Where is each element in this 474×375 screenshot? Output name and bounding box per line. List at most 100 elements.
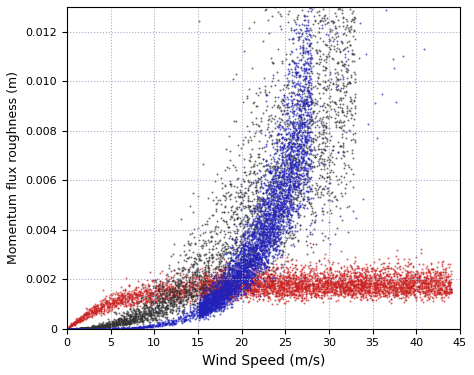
- Point: [346, 273, 354, 279]
- Point: [206, 305, 213, 311]
- Point: [376, 268, 384, 274]
- Point: [426, 270, 434, 276]
- Point: [424, 297, 431, 303]
- Point: [369, 281, 377, 287]
- Point: [276, 169, 283, 175]
- Point: [223, 289, 231, 295]
- Point: [386, 283, 393, 289]
- Point: [257, 244, 264, 250]
- Point: [423, 278, 430, 284]
- Point: [225, 285, 233, 291]
- Point: [248, 256, 255, 262]
- Point: [261, 220, 268, 226]
- Point: [267, 282, 274, 288]
- Point: [268, 59, 276, 65]
- Point: [92, 307, 100, 313]
- Point: [314, 28, 321, 34]
- Point: [300, 275, 308, 281]
- Point: [208, 306, 215, 312]
- Point: [191, 269, 199, 275]
- Point: [273, 238, 281, 244]
- Point: [416, 290, 424, 296]
- Point: [345, 48, 352, 54]
- Point: [225, 267, 233, 273]
- Point: [277, 272, 284, 278]
- Point: [360, 280, 368, 286]
- Point: [197, 279, 205, 285]
- Point: [280, 174, 287, 180]
- Point: [242, 278, 249, 284]
- Point: [110, 321, 118, 327]
- Point: [185, 312, 192, 318]
- Point: [233, 215, 240, 221]
- Point: [219, 270, 227, 276]
- Point: [271, 209, 279, 215]
- Point: [445, 280, 452, 286]
- Point: [281, 180, 289, 186]
- Point: [325, 280, 333, 286]
- Point: [267, 178, 275, 184]
- Point: [253, 294, 260, 300]
- Point: [155, 302, 163, 308]
- Point: [284, 230, 292, 236]
- Point: [70, 326, 77, 332]
- Point: [72, 318, 80, 324]
- Point: [239, 232, 246, 238]
- Point: [295, 292, 302, 298]
- Point: [225, 193, 233, 199]
- Point: [273, 166, 280, 172]
- Point: [176, 299, 184, 305]
- Point: [90, 304, 98, 310]
- Point: [238, 263, 246, 269]
- Point: [336, 119, 343, 125]
- Point: [217, 300, 224, 306]
- Point: [339, 148, 347, 154]
- Point: [258, 271, 265, 277]
- Point: [303, 283, 311, 289]
- Point: [71, 319, 79, 325]
- Point: [336, 98, 343, 104]
- Point: [175, 288, 182, 294]
- Point: [444, 290, 451, 296]
- Point: [287, 162, 294, 168]
- Point: [275, 195, 283, 201]
- Point: [152, 322, 160, 328]
- Point: [201, 303, 209, 309]
- Point: [85, 325, 92, 331]
- Point: [214, 291, 222, 297]
- Point: [269, 176, 276, 182]
- Point: [290, 182, 297, 188]
- Point: [319, 6, 327, 12]
- Point: [178, 280, 185, 286]
- Point: [88, 325, 96, 331]
- Point: [231, 273, 239, 279]
- Point: [320, 282, 328, 288]
- Point: [166, 303, 174, 309]
- Point: [280, 171, 287, 177]
- Point: [197, 308, 204, 314]
- Point: [302, 153, 310, 159]
- Point: [437, 291, 445, 297]
- Point: [352, 282, 360, 288]
- Point: [331, 278, 338, 284]
- Point: [301, 129, 309, 135]
- Point: [265, 250, 273, 256]
- Point: [330, 290, 337, 296]
- Point: [246, 288, 254, 294]
- Point: [304, 129, 312, 135]
- Point: [180, 292, 188, 298]
- Point: [264, 233, 271, 239]
- Point: [339, 15, 346, 21]
- Point: [235, 272, 243, 278]
- Point: [307, 96, 315, 102]
- Point: [239, 273, 247, 279]
- Point: [204, 195, 211, 201]
- Point: [264, 267, 272, 273]
- Point: [301, 284, 309, 290]
- Point: [286, 118, 293, 124]
- Point: [74, 326, 82, 332]
- Point: [323, 285, 331, 291]
- Point: [253, 252, 260, 258]
- Point: [291, 288, 298, 294]
- Point: [163, 272, 170, 278]
